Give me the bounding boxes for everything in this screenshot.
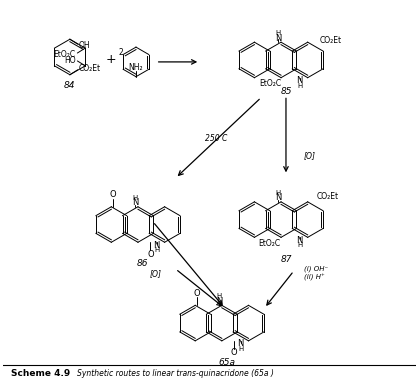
Text: [O]: [O] — [150, 269, 162, 278]
Text: N: N — [297, 76, 303, 85]
Text: EtO₂C: EtO₂C — [260, 79, 282, 88]
Text: 85: 85 — [280, 87, 292, 96]
Text: NH₂: NH₂ — [129, 63, 143, 72]
Text: (i) OH⁻: (i) OH⁻ — [304, 266, 328, 272]
Text: HO: HO — [64, 56, 75, 65]
Text: N: N — [238, 339, 244, 348]
Text: CO₂Et: CO₂Et — [320, 36, 342, 45]
Text: O: O — [147, 250, 154, 258]
Text: OH: OH — [79, 41, 91, 50]
Text: O: O — [110, 190, 116, 199]
Text: 87: 87 — [280, 255, 292, 263]
Text: N: N — [275, 34, 281, 43]
Text: 250 C: 250 C — [205, 134, 228, 143]
Text: N: N — [132, 199, 138, 207]
Text: CO₂Et: CO₂Et — [79, 64, 101, 73]
Text: EtO₂C: EtO₂C — [258, 239, 280, 248]
Text: +: + — [106, 53, 116, 66]
Text: Scheme 4.9: Scheme 4.9 — [10, 369, 70, 378]
Text: 86: 86 — [137, 260, 149, 268]
Text: H: H — [297, 242, 303, 248]
Text: H: H — [275, 190, 281, 196]
Text: H: H — [297, 83, 303, 89]
Text: N: N — [275, 194, 281, 202]
Text: Synthetic routes to linear trans-quinacridone (65a ): Synthetic routes to linear trans-quinacr… — [77, 369, 274, 378]
Text: 84: 84 — [64, 81, 75, 90]
Text: 2: 2 — [119, 48, 124, 56]
Text: H: H — [275, 30, 281, 36]
Text: CO₂Et: CO₂Et — [317, 192, 339, 202]
Text: 65a: 65a — [218, 358, 235, 367]
Text: H: H — [154, 247, 159, 253]
Text: EtO₂C: EtO₂C — [53, 50, 75, 58]
Text: H: H — [238, 346, 243, 352]
Text: H: H — [132, 195, 137, 201]
Text: O: O — [231, 348, 238, 357]
Text: N: N — [297, 236, 303, 245]
Text: N: N — [153, 241, 160, 250]
Text: (ii) H⁺: (ii) H⁺ — [304, 274, 324, 281]
Text: N: N — [216, 297, 222, 306]
Text: H: H — [216, 293, 222, 300]
Text: O: O — [194, 289, 200, 298]
Text: [O]: [O] — [304, 151, 316, 160]
